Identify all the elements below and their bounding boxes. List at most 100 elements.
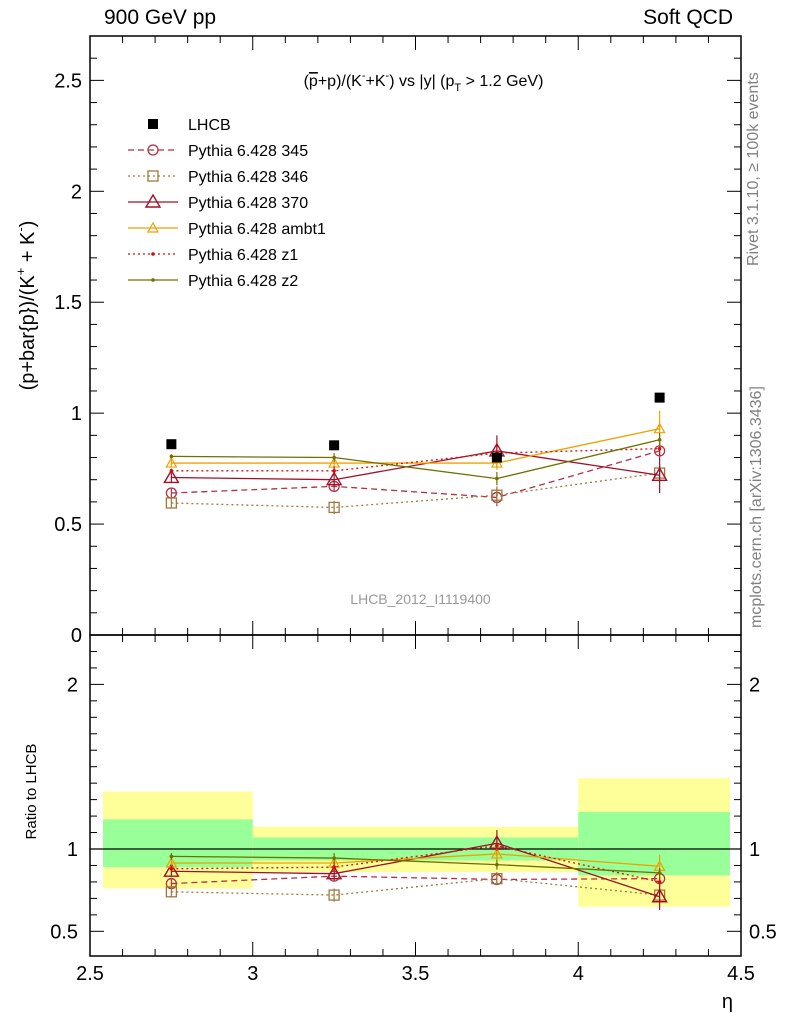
legend-label: Pythia 6.428 346 bbox=[188, 169, 308, 186]
legend-marker bbox=[147, 144, 159, 156]
series-line bbox=[171, 472, 660, 509]
y-axis-label-part: ) bbox=[17, 221, 39, 228]
header-right-label: Soft QCD bbox=[643, 6, 733, 29]
ratio-y-tick-label-right: 2 bbox=[749, 674, 760, 696]
legend-marker bbox=[146, 221, 160, 233]
data-point bbox=[490, 456, 503, 468]
data-point bbox=[657, 437, 662, 442]
ratio-data-point bbox=[657, 871, 662, 875]
ratio-data-point bbox=[332, 865, 336, 869]
plot-title-part: ( bbox=[304, 73, 310, 90]
data-point bbox=[657, 446, 662, 451]
lhcb-data-point bbox=[654, 392, 665, 403]
lhcb-data-point bbox=[329, 440, 340, 451]
plot-title-part: - bbox=[386, 70, 390, 82]
ratio-series-line bbox=[171, 877, 660, 896]
y-axis-label-part: + K bbox=[17, 231, 39, 268]
ratio-data-point bbox=[495, 862, 499, 867]
ratio-series-line bbox=[171, 875, 660, 885]
legend-label: Pythia 6.428 ambt1 bbox=[188, 221, 326, 238]
ratio-data-point bbox=[495, 843, 499, 848]
plot-title: (p+p)/(K-+K-) vs |y| (pT > 1.2 GeV) bbox=[304, 70, 544, 94]
legend-marker bbox=[144, 193, 162, 208]
series-line bbox=[171, 450, 660, 499]
ratio-data-point bbox=[332, 856, 336, 860]
series-pythia-6.428-370 bbox=[163, 435, 668, 494]
series-pythia-6.428-346 bbox=[165, 464, 666, 515]
uncertainty-band-green bbox=[578, 811, 730, 876]
ratio-data-point bbox=[491, 872, 503, 885]
ratio-series-pythia-6.428-z2 bbox=[169, 853, 662, 878]
data-point bbox=[325, 471, 343, 486]
data-point bbox=[328, 501, 340, 514]
data-point bbox=[169, 469, 174, 473]
y-tick-label: 0.5 bbox=[54, 514, 82, 536]
series-line bbox=[171, 450, 660, 481]
y-axis-label-superscript: - bbox=[13, 227, 28, 231]
legend-label: Pythia 6.428 345 bbox=[188, 143, 308, 160]
data-point bbox=[653, 422, 666, 434]
x-axis-label: η bbox=[722, 991, 733, 1013]
data-point bbox=[332, 455, 336, 460]
series-pythia-6.428-z1 bbox=[169, 441, 662, 476]
plot-title-part: - bbox=[362, 70, 366, 82]
uncertainty-band-green bbox=[103, 819, 253, 868]
data-point bbox=[491, 489, 503, 501]
analysis-id-watermark: LHCB_2012_I1119400 bbox=[350, 591, 491, 607]
x-tick-label: 2.5 bbox=[76, 963, 104, 985]
lhcb-data-point bbox=[166, 439, 177, 450]
y-axis-label-part: (p+bar{p})/(K bbox=[17, 275, 39, 391]
series-line bbox=[171, 428, 660, 464]
data-point bbox=[169, 454, 174, 459]
series-line bbox=[171, 447, 660, 472]
plot-title-part: p bbox=[309, 73, 318, 90]
series-pythia-6.428-345 bbox=[165, 444, 666, 507]
ratio-data-point bbox=[328, 889, 340, 901]
legend-label: Pythia 6.428 z1 bbox=[188, 247, 298, 264]
legend-label: Pythia 6.428 370 bbox=[188, 195, 308, 212]
plot-title-part: +K bbox=[366, 73, 386, 90]
x-tick-label: 4 bbox=[573, 963, 584, 985]
main-plot-panel: 00.511.522.5(p+bar{p})/(K+ + K-)(p+p)/(K… bbox=[13, 35, 742, 647]
ratio-data-point bbox=[490, 847, 503, 859]
plot-title-part: +p)/(K bbox=[318, 73, 362, 90]
ratio-y-tick-label-left: 0.5 bbox=[50, 921, 78, 943]
ratio-frame bbox=[89, 634, 742, 957]
legend-label: Pythia 6.428 z2 bbox=[188, 273, 298, 290]
x-tick-label: 3.5 bbox=[402, 963, 430, 985]
ratio-plot-panel: 0.5 0.5 1 1 2 2 2.5 3 3.5 4 4.5 Ratio to LHCB η bbox=[23, 634, 777, 1013]
series-pythia-6.428-z2 bbox=[169, 433, 662, 486]
ratio-data-point bbox=[165, 886, 178, 898]
ratio-series-line bbox=[171, 845, 660, 883]
ratio-series-pythia-6.428-z1 bbox=[169, 840, 662, 887]
data-point bbox=[495, 476, 499, 481]
series-pythia-6.428-ambt1 bbox=[165, 410, 666, 470]
ratio-y-tick-label-right: 0.5 bbox=[749, 921, 777, 943]
ratio-y-tick-label-left: 2 bbox=[67, 674, 78, 696]
lhcb-data-point bbox=[491, 452, 502, 463]
ratio-data-point bbox=[651, 888, 668, 903]
ratio-data-point bbox=[657, 880, 662, 884]
y-tick-label: 0 bbox=[71, 625, 82, 647]
series-lhcb bbox=[166, 392, 665, 463]
main-series-group bbox=[163, 392, 668, 515]
y-tick-label: 2 bbox=[71, 181, 82, 203]
data-point bbox=[163, 469, 180, 484]
ratio-data-point bbox=[169, 854, 174, 859]
ratio-data-point bbox=[163, 862, 180, 877]
y-axis-label-superscript: + bbox=[13, 268, 28, 276]
legend-lhcb-marker bbox=[148, 119, 158, 129]
y-tick-label: 2.5 bbox=[54, 70, 82, 92]
y-tick-label: 1 bbox=[71, 403, 82, 425]
y-tick-label: 1.5 bbox=[54, 292, 82, 314]
ratio-y-axis-label: Ratio to LHCB bbox=[23, 744, 40, 840]
legend-marker bbox=[147, 170, 159, 182]
data-point bbox=[165, 497, 178, 509]
data-point bbox=[651, 466, 668, 481]
legend-label: LHCB bbox=[188, 117, 231, 134]
x-tick-label: 3 bbox=[247, 963, 258, 985]
data-point bbox=[165, 456, 178, 468]
series-line bbox=[171, 439, 660, 480]
legend-marker bbox=[151, 278, 155, 282]
